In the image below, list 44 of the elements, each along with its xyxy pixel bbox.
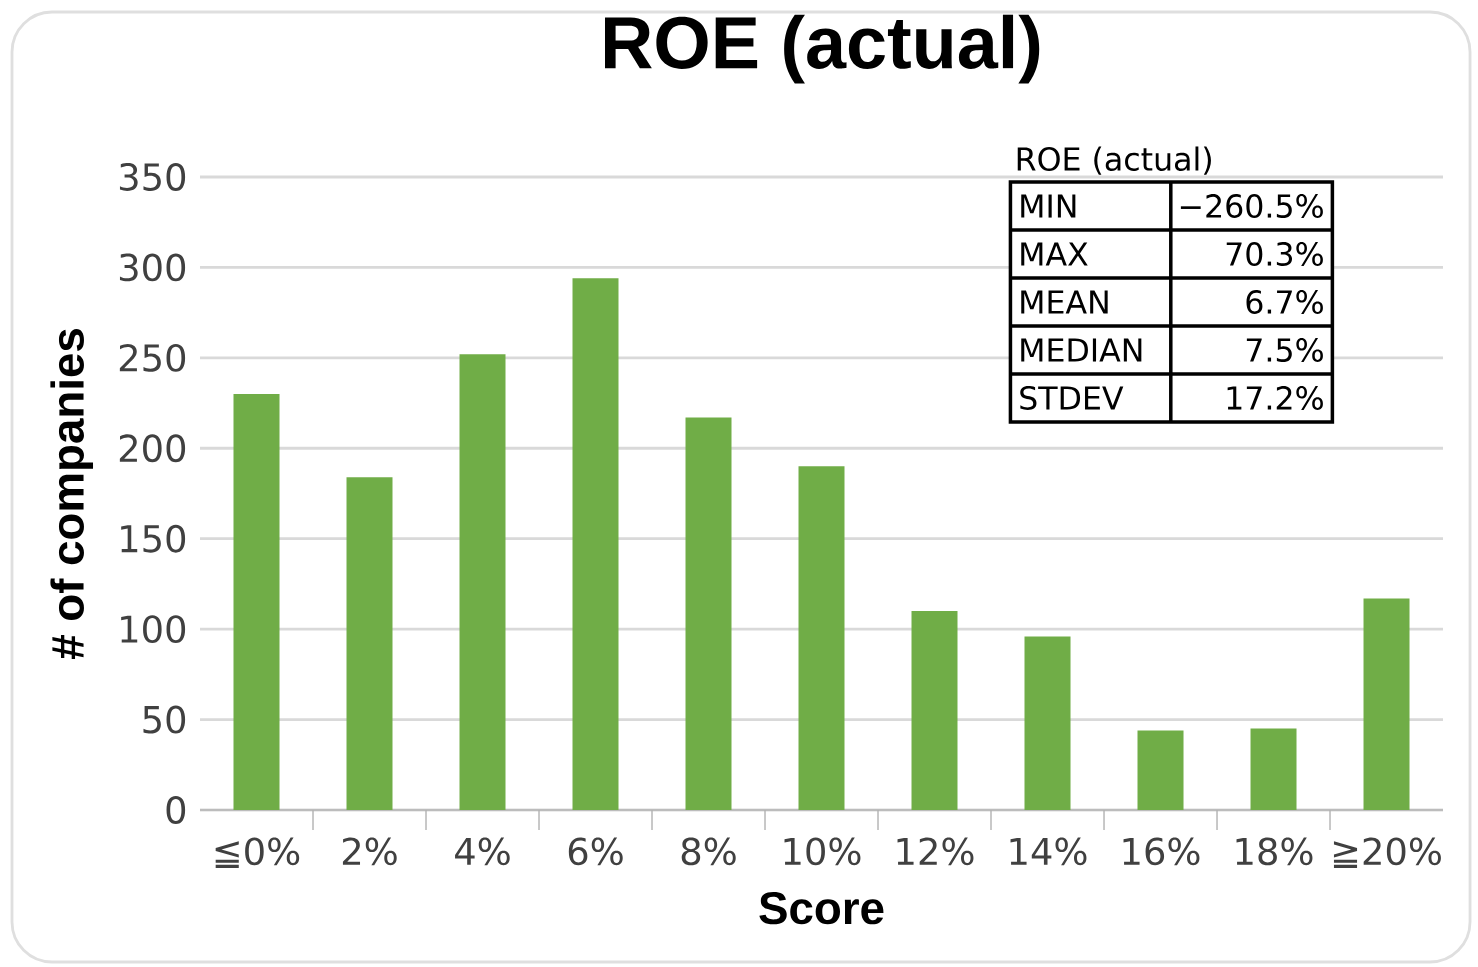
y-tick-label: 350 (119, 163, 186, 191)
x-tick-label: ≧20% (1333, 837, 1441, 868)
annotation: 70.3% (1226, 242, 1323, 266)
x-tick-label: 14% (1010, 837, 1087, 866)
annotation: STDEV (1020, 386, 1124, 410)
x-tick-label: ≦0% (215, 837, 300, 868)
y-tick-label: 200 (119, 434, 186, 463)
annotation: −260.5% (1180, 194, 1323, 218)
x-axis-title: Score (759, 891, 884, 925)
y-tick-label: 150 (121, 524, 186, 553)
y-tick-label: 0 (166, 796, 186, 824)
bar (911, 611, 958, 810)
bar (233, 394, 280, 810)
chart-title: ROE (actual) (605, 14, 1040, 84)
bar (346, 477, 393, 810)
x-tick-label: 10% (784, 837, 861, 866)
y-tick-label: 250 (119, 343, 186, 372)
annotation: MEAN (1021, 290, 1108, 314)
bar (1250, 728, 1297, 810)
text: ROE (actual) (1017, 146, 1211, 175)
x-tick-label: 4% (455, 837, 510, 866)
x-tick-label: 6% (568, 837, 623, 866)
x-tick-label: 2% (342, 837, 397, 866)
y-axis-title: # of companies (50, 329, 94, 660)
annotation: MEDIAN (1021, 338, 1142, 362)
annotation: 6.7% (1246, 290, 1323, 314)
y-tick-label: 300 (119, 253, 186, 282)
x-tick-label: 12% (897, 837, 974, 866)
bar (1024, 636, 1071, 810)
bar (459, 354, 506, 810)
annotation: 7.5% (1246, 338, 1323, 362)
bar (1137, 730, 1184, 810)
annotation: MIN (1021, 194, 1076, 218)
y-tick-label: 100 (121, 615, 186, 644)
bar (798, 466, 845, 810)
y-tick-label: 50 (143, 705, 186, 734)
annotation: 17.2% (1227, 386, 1323, 410)
x-tick-label: 18% (1236, 837, 1313, 866)
x-tick-label: 16% (1123, 837, 1200, 866)
annotation: MAX (1021, 242, 1088, 266)
x-tick-label: 8% (681, 837, 736, 866)
bar (1363, 598, 1410, 810)
bar (572, 278, 619, 810)
bar (685, 417, 732, 810)
